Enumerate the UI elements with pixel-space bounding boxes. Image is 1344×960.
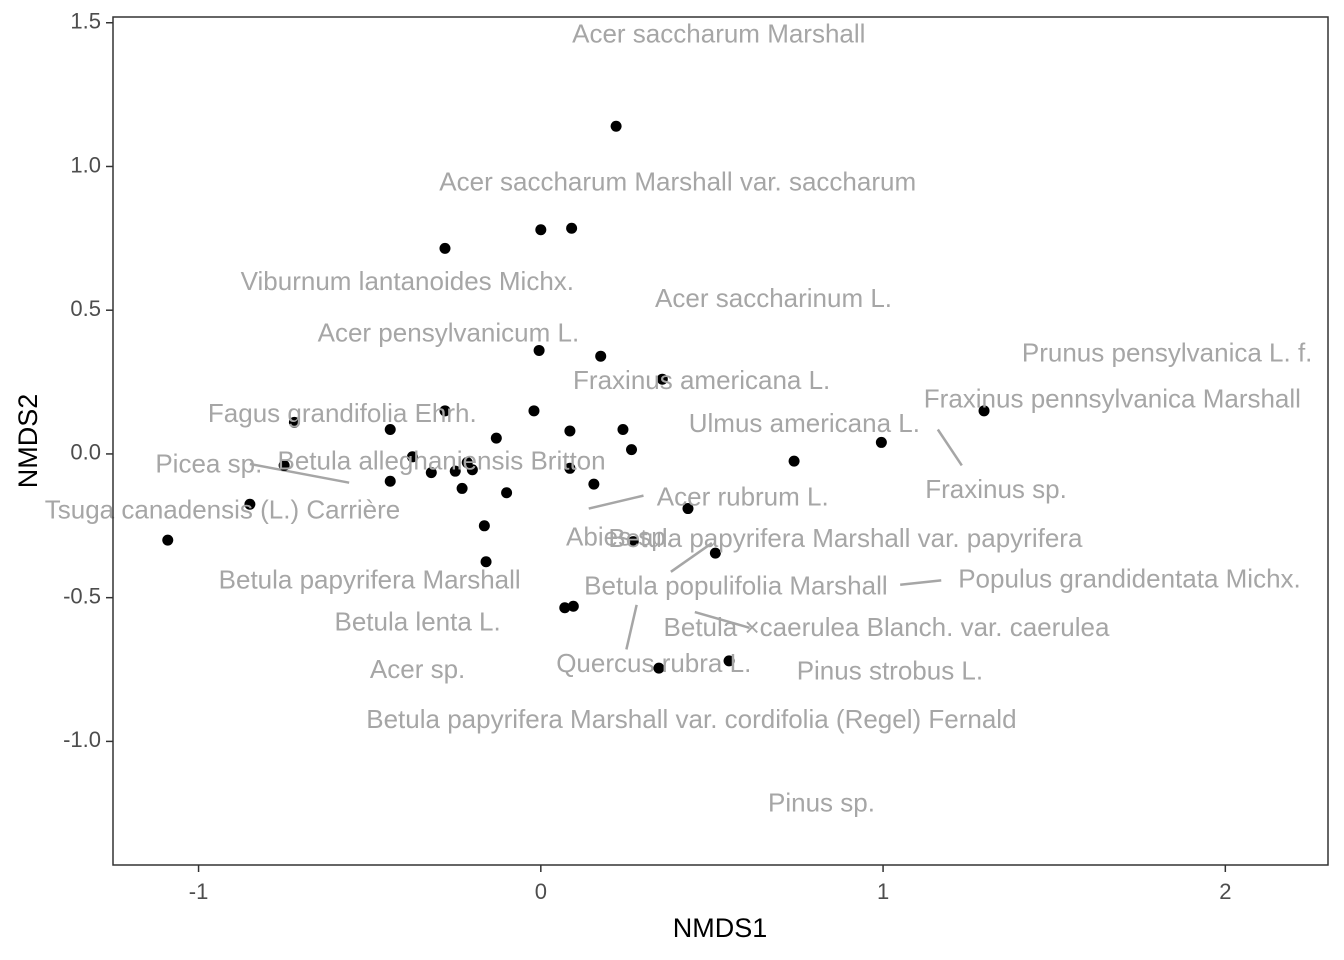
data-point [788,455,800,467]
data-point [653,662,665,674]
data-point [564,425,576,437]
data-point [425,467,437,479]
y-tick-label: -1.0 [63,727,101,752]
data-point [567,600,579,612]
label-leader-lines [249,428,963,650]
species-label: Betula papyrifera Marshall var. papyrife… [608,523,1083,553]
leader-line [694,610,750,630]
species-label: Acer saccharinum L. [655,283,892,313]
leader-line [670,542,713,573]
data-point [384,424,396,436]
x-tick-label: -1 [189,879,209,904]
data-point [528,405,540,417]
data-point [501,487,513,499]
leader-line [625,604,638,650]
species-label: Acer saccharum Marshall [572,19,865,49]
species-label: Betula papyrifera Marshall var. cordifol… [366,704,1016,734]
leader-line [249,462,350,484]
data-point [682,503,694,515]
x-tick-label: 1 [877,879,889,904]
data-point [656,373,668,385]
leader-line [936,428,963,467]
species-label: Fraxinus americana L. [573,365,830,395]
species-label: Betula ×caerulea Blanch. var. caerulea [664,612,1110,642]
y-tick-label: -0.5 [63,583,101,608]
species-label: Tsuga canadensis (L.) Carrière [45,494,401,524]
data-point [723,655,735,667]
y-tick-label: 1.5 [70,9,101,34]
data-point [535,224,547,236]
data-point [533,344,545,356]
data-point [595,350,607,362]
data-point [564,462,576,474]
species-label: Acer sp. [370,654,465,684]
data-point [439,405,451,417]
data-point [456,482,468,494]
species-label: Betula populifolia Marshall [584,570,888,600]
data-point [449,465,461,477]
species-label: Betula papyrifera Marshall [219,565,521,595]
x-tick-label: 2 [1219,879,1231,904]
species-label: Populus grandidentata Michx. [958,563,1301,593]
y-axis-title: NMDS2 [13,394,43,489]
species-label: Pinus strobus L. [797,655,983,685]
data-point [461,457,473,469]
leader-line [900,579,942,586]
data-point [288,416,300,428]
species-label: Prunus pensylvanica L. f. [1022,338,1313,368]
plot-panel-border [112,16,1329,866]
data-point [588,478,600,490]
species-label: Fraxinus pennsylvanica Marshall [924,384,1301,414]
data-point [490,432,502,444]
x-tick-label: 0 [535,879,547,904]
species-label: Fagus grandifolia Ehrh. [208,398,477,428]
x-axis: -1 0 1 2 [189,865,1231,904]
data-point [439,242,451,254]
leader-line [588,494,644,510]
y-tick-label: 0.0 [70,440,101,465]
y-tick-label: 1.0 [70,152,101,177]
species-label: Viburnum lantanoides Michx. [241,266,574,296]
species-label: Acer pensylvanicum L. [318,318,580,348]
data-point [626,444,638,456]
y-tick-label: 0.5 [70,296,101,321]
x-axis-title: NMDS1 [673,913,768,943]
data-point [162,534,174,546]
data-points [162,120,990,674]
species-labels: Acer saccharum Marshall Acer saccharum Ma… [45,19,1313,818]
data-point [566,222,578,234]
data-point [875,436,887,448]
data-point [559,602,571,614]
data-point [406,451,418,463]
species-label: Betula lenta L. [334,606,500,636]
data-point [978,405,990,417]
data-point [384,475,396,487]
species-label: Betula alleghaniensis Britton [278,445,606,475]
species-label: Acer saccharum Marshall var. saccharum [439,167,916,197]
data-point [610,120,622,132]
data-point [480,556,492,568]
data-point [278,459,290,471]
data-point [617,424,629,436]
species-label: Quercus rubra L. [556,648,751,678]
species-label: Ulmus americana L. [689,408,920,438]
species-label: Acer rubrum L. [657,481,829,511]
data-point [244,498,256,510]
data-point [627,536,639,548]
species-label: Pinus sp. [768,788,875,818]
species-label: Abies sp. [566,522,673,552]
y-axis: -1.0 -0.5 0.0 0.5 1.0 1.5 [63,9,113,752]
data-point [478,520,490,532]
data-point [709,547,721,559]
species-label: Picea sp. [155,448,262,478]
species-label: Fraxinus sp. [925,474,1067,504]
